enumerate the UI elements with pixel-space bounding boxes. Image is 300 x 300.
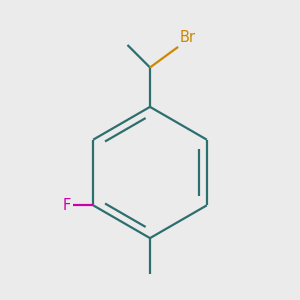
Text: F: F bbox=[62, 198, 71, 213]
Text: Br: Br bbox=[180, 30, 196, 45]
